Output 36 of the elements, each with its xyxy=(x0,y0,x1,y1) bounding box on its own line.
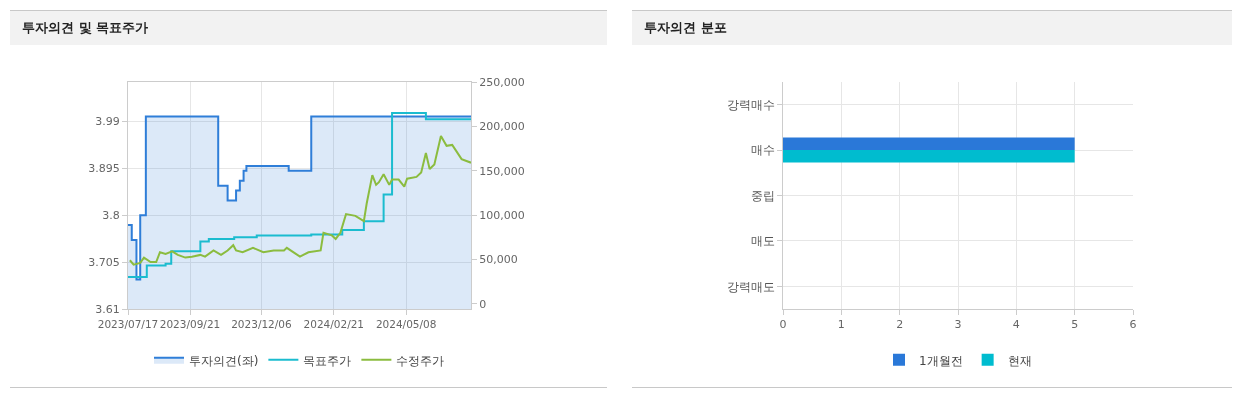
line-series xyxy=(128,135,471,266)
y2-tick-label: 50,000 xyxy=(479,253,518,267)
x-tick-label: 2024/02/21 xyxy=(303,317,365,330)
y2-tick-label: 0 xyxy=(479,297,487,311)
y2-tick-label: 100,000 xyxy=(479,208,525,222)
legend-label: 현재 xyxy=(1007,353,1032,368)
x-tick-label: 1 xyxy=(837,318,845,332)
y-tick-label: 매수 xyxy=(750,143,775,158)
chart-title: 투자의견 및 목표주가 xyxy=(10,11,607,45)
legend-label: 목표주가 xyxy=(303,353,352,368)
y-tick-label: 3.99 xyxy=(95,115,120,129)
x-tick-label: 2023/09/21 xyxy=(159,317,221,330)
x-tick-label: 3 xyxy=(954,318,962,332)
legend-label: 수정주가 xyxy=(396,353,445,368)
legend-label: 1개월전 xyxy=(919,353,963,368)
x-tick-label: 2 xyxy=(896,318,904,332)
y-tick-label: 3.895 xyxy=(88,162,120,176)
y-tick-label: 3.705 xyxy=(88,255,120,269)
x-tick-label: 0 xyxy=(779,318,787,332)
x-tick-label: 4 xyxy=(1012,318,1020,332)
legend-label: 투자의견(좌) xyxy=(189,353,259,368)
x-tick-label: 5 xyxy=(1071,318,1079,332)
y2-tick-label: 250,000 xyxy=(479,75,525,89)
y-tick-label: 3.8 xyxy=(102,209,120,223)
x-tick-label: 2024/05/08 xyxy=(375,317,437,330)
x-tick-label: 6 xyxy=(1129,318,1137,332)
y2-tick-label: 150,000 xyxy=(479,164,525,178)
x-tick-label: 2023/12/06 xyxy=(231,317,293,330)
y-tick-label: 강력매도 xyxy=(726,279,775,294)
chart-title: 투자의견 분포 xyxy=(632,11,1232,45)
y-tick-label: 매도 xyxy=(750,234,775,249)
y-tick-label: 3.61 xyxy=(95,302,120,316)
y-tick-label: 중립 xyxy=(750,188,775,203)
y-tick-label: 강력매수 xyxy=(726,97,775,112)
y2-tick-label: 200,000 xyxy=(479,120,525,134)
x-tick-label: 2023/07/17 xyxy=(97,317,159,330)
